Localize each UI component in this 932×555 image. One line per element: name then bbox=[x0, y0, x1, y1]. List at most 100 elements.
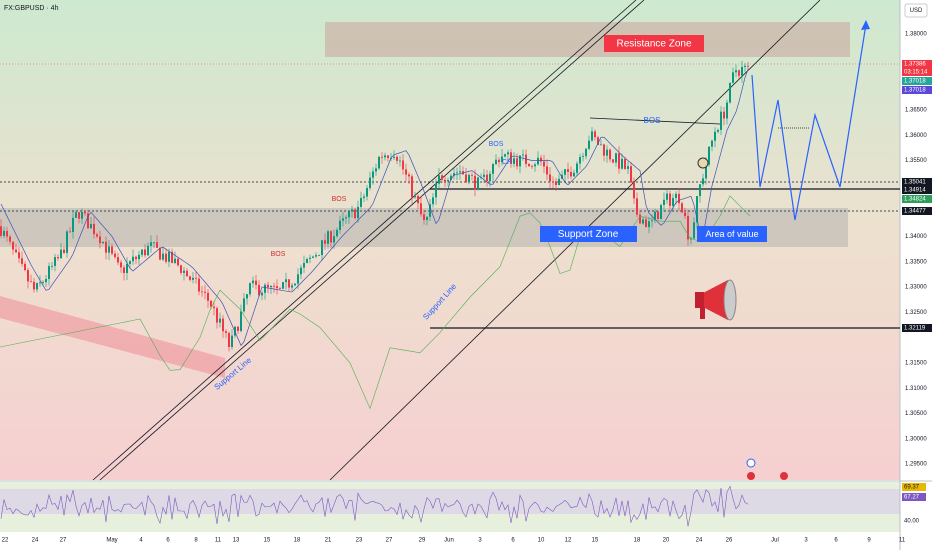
price-label: 1.36000 bbox=[905, 133, 927, 139]
candle bbox=[135, 256, 137, 260]
candle bbox=[732, 72, 734, 83]
candle bbox=[273, 285, 275, 287]
candle bbox=[663, 199, 665, 206]
rsi-tag bbox=[902, 517, 926, 525]
candle bbox=[414, 195, 416, 198]
candle bbox=[579, 157, 581, 164]
candle bbox=[198, 278, 200, 292]
candle bbox=[426, 216, 428, 221]
candle bbox=[459, 171, 461, 173]
time-label: 8 bbox=[194, 538, 198, 544]
candle bbox=[729, 82, 731, 103]
candle bbox=[264, 284, 266, 293]
time-label: 18 bbox=[634, 538, 641, 544]
candle bbox=[375, 168, 377, 172]
candle bbox=[228, 332, 230, 348]
candle bbox=[78, 212, 80, 219]
megaphone-icon bbox=[695, 279, 737, 321]
candle bbox=[300, 267, 302, 275]
time-label: 13 bbox=[233, 538, 240, 544]
time-label: 11 bbox=[215, 538, 222, 544]
candle bbox=[207, 292, 209, 301]
candle bbox=[630, 166, 632, 183]
time-label: 3 bbox=[478, 538, 482, 544]
candle bbox=[294, 283, 296, 286]
candle bbox=[312, 256, 314, 258]
candle bbox=[387, 155, 389, 158]
candle bbox=[75, 212, 77, 218]
candle bbox=[363, 196, 365, 198]
candle bbox=[201, 291, 203, 293]
candle bbox=[360, 197, 362, 207]
candle bbox=[30, 281, 32, 283]
price-tag bbox=[902, 178, 932, 186]
time-label: Jun bbox=[444, 538, 454, 544]
candle bbox=[537, 157, 539, 165]
candle bbox=[471, 174, 473, 176]
candle bbox=[270, 285, 272, 288]
candle bbox=[591, 131, 593, 141]
candle bbox=[645, 219, 647, 228]
candle bbox=[597, 137, 599, 145]
candle bbox=[717, 129, 719, 132]
time-label: 6 bbox=[834, 538, 838, 544]
candle bbox=[567, 169, 569, 172]
candle bbox=[219, 318, 221, 323]
candle bbox=[246, 294, 248, 299]
price-label: 1.29500 bbox=[905, 462, 927, 468]
rsi-band bbox=[0, 489, 900, 514]
candle bbox=[24, 263, 26, 271]
candle bbox=[660, 205, 662, 220]
price-label: 1.33500 bbox=[905, 259, 927, 265]
candle bbox=[90, 223, 92, 229]
resistance-zone bbox=[325, 22, 850, 57]
candle bbox=[9, 236, 11, 242]
candle bbox=[93, 223, 95, 235]
time-label: 29 bbox=[419, 538, 426, 544]
candle bbox=[54, 257, 56, 266]
rsi-label: 40.00 bbox=[904, 519, 920, 525]
candle bbox=[726, 102, 728, 119]
candle bbox=[549, 174, 551, 182]
candle bbox=[204, 291, 206, 293]
candle bbox=[519, 155, 521, 167]
candle bbox=[255, 280, 257, 285]
candle bbox=[249, 283, 251, 295]
candle bbox=[183, 270, 185, 273]
candle bbox=[60, 249, 62, 259]
candle bbox=[633, 182, 635, 199]
time-label: Jul bbox=[771, 538, 779, 544]
currency-button[interactable] bbox=[904, 3, 928, 18]
candle bbox=[498, 159, 500, 163]
candle bbox=[702, 178, 704, 185]
candle bbox=[342, 218, 344, 221]
time-label: 4 bbox=[139, 538, 143, 544]
candle bbox=[252, 280, 254, 284]
candle bbox=[18, 252, 20, 259]
price-tag bbox=[902, 207, 932, 215]
candle bbox=[744, 65, 746, 67]
event-icon bbox=[780, 472, 788, 480]
currency[interactable]: USD bbox=[910, 8, 923, 14]
candle bbox=[534, 164, 536, 167]
candle bbox=[147, 245, 149, 256]
candle bbox=[540, 157, 542, 162]
candle bbox=[72, 217, 74, 232]
candle bbox=[516, 158, 518, 167]
candle bbox=[444, 179, 446, 182]
candle bbox=[654, 211, 656, 221]
time-label: 3 bbox=[804, 538, 808, 544]
candle bbox=[720, 111, 722, 130]
price-label: 1.34000 bbox=[905, 234, 927, 240]
bos-label: BOS bbox=[332, 196, 347, 203]
candle bbox=[618, 153, 620, 169]
candle bbox=[267, 284, 269, 288]
candle bbox=[120, 262, 122, 268]
candle bbox=[279, 288, 281, 289]
candle bbox=[522, 154, 524, 156]
candle bbox=[297, 274, 299, 284]
candle bbox=[288, 279, 290, 288]
candle bbox=[495, 159, 497, 165]
candle bbox=[570, 171, 572, 177]
